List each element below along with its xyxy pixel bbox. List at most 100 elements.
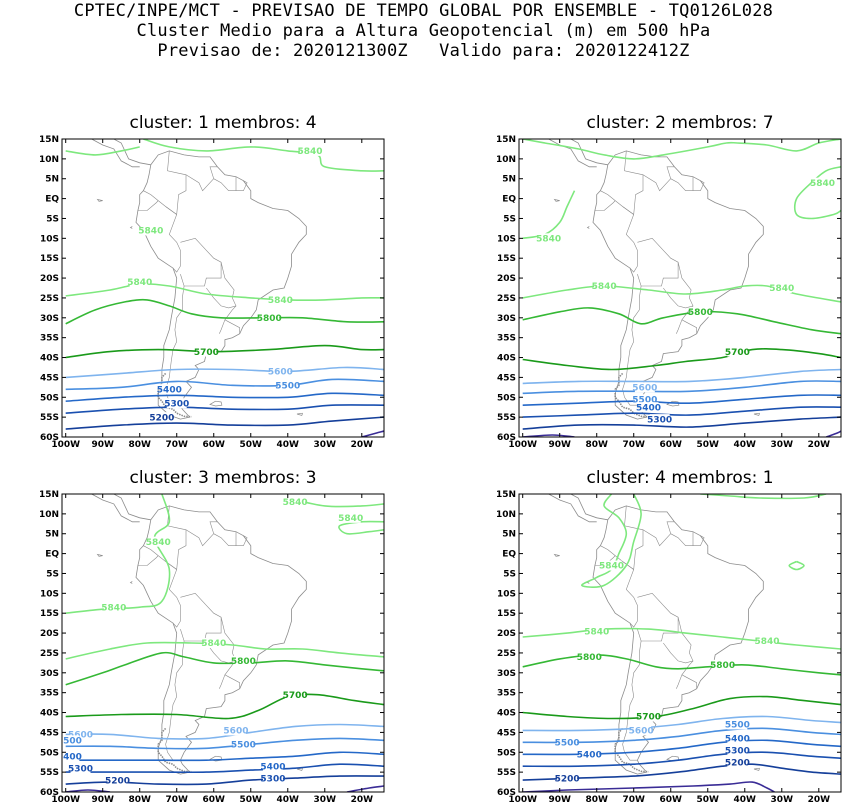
lon-label: 50W (697, 440, 720, 450)
lon-label: 90W (548, 440, 571, 450)
country-border (681, 660, 697, 689)
contour-label-bg (277, 380, 298, 391)
lat-label: 5S (46, 569, 59, 579)
contour-label-5500: 5500 (275, 382, 300, 392)
map-panel-3: 5840584058405840584058005700560055005400… (39, 490, 385, 803)
coastline-central-america (570, 139, 608, 166)
contour-label-bg (262, 761, 283, 772)
contour-label-5840: 5840 (101, 603, 126, 613)
lon-label: 100W (51, 440, 80, 450)
contour-label-5500: 5500 (555, 739, 580, 749)
contour-5500 (522, 380, 841, 395)
lat-label: 55S (40, 768, 59, 778)
lat-label: EQ (45, 195, 59, 205)
contour-label-5800: 5800 (577, 653, 602, 663)
lat-label: EQ (502, 195, 516, 205)
lat-label: EQ (502, 550, 516, 560)
contour-label-bg (140, 225, 161, 236)
lon-label: 70W (623, 795, 646, 803)
contour-5840 (143, 139, 384, 172)
contour-label-bg (70, 763, 91, 774)
coastline-central-america (570, 494, 608, 521)
contour-label-5840: 5840 (536, 235, 561, 245)
contour-label-5400: 5400 (725, 735, 750, 745)
map-frame (518, 138, 842, 438)
country-border (224, 660, 240, 689)
lat-label: 35S (40, 334, 59, 344)
contour-label-bg (62, 735, 80, 746)
contour-5400 (65, 751, 384, 762)
lat-label: 5S (46, 214, 59, 224)
contour-label-5800: 5800 (257, 314, 282, 324)
lat-label: 10S (497, 234, 516, 244)
contour-label-bg (579, 651, 600, 662)
contour-label-bg (727, 733, 748, 744)
lat-label: 25S (497, 294, 516, 304)
lat-label: 20S (497, 629, 516, 639)
lat-label: 30S (40, 669, 59, 679)
contour-label-5600: 5600 (223, 727, 248, 737)
contour-5840 (522, 190, 576, 240)
contour-label-5840: 5840 (592, 282, 617, 292)
lat-label: 5S (503, 569, 516, 579)
contour-label-bg (203, 638, 224, 648)
contour-5840 (522, 627, 841, 650)
contour-5300 (522, 751, 841, 768)
lat-label: 45S (497, 728, 516, 738)
lat-label: EQ (45, 550, 59, 560)
lon-label: 80W (585, 795, 608, 803)
lon-label: 30W (314, 795, 337, 803)
contour-label-bg (270, 366, 291, 377)
contour-label-bg (233, 655, 254, 666)
lat-label: 10S (40, 234, 59, 244)
contour-label-bg (196, 346, 217, 357)
coastline (592, 150, 764, 420)
lat-label: 15N (39, 135, 59, 145)
country-border (693, 180, 705, 191)
lat-label: 10N (496, 155, 516, 165)
map-frame (61, 493, 385, 793)
contour-label-bg (285, 689, 306, 700)
lat-label: 45S (497, 373, 516, 383)
lat-label: 30S (497, 669, 516, 679)
lat-label: 55S (497, 768, 516, 778)
contour-label-5400: 5400 (260, 762, 285, 772)
contour-5840 (788, 560, 805, 571)
country-border (693, 535, 705, 546)
contour-5840 (65, 641, 384, 660)
country-border (213, 176, 237, 191)
contour-label-5400: 5400 (577, 750, 602, 760)
lat-label: 25S (40, 649, 59, 659)
lat-label: 60S (40, 788, 59, 798)
lon-label: 70W (166, 440, 189, 450)
lon-label: 40W (734, 440, 757, 450)
contour-5700 (522, 348, 841, 371)
lat-label: 15S (497, 609, 516, 619)
country-border (165, 561, 181, 628)
contour-label-5700: 5700 (194, 348, 219, 358)
panel-title-cluster-3: cluster: 3 membros: 3 (129, 468, 317, 488)
contour-label-bg (159, 384, 180, 395)
island (666, 400, 680, 407)
contour-label-5500: 5500 (725, 721, 750, 731)
lat-label: 45S (40, 373, 59, 383)
contour-label-bg (601, 560, 622, 571)
contour-label-bg (634, 382, 655, 393)
main-title-line-1: CPTEC/INPE/MCT - PREVISAO DE TEMPO GLOBA… (73, 1, 774, 21)
contour-label-bg (70, 729, 91, 740)
contour-label-bg (340, 512, 361, 523)
contour-label-5840: 5840 (584, 627, 609, 637)
country-border (224, 305, 240, 334)
chilean-archipelago (157, 727, 192, 773)
lat-label: 15S (40, 609, 59, 619)
contour-5600 (522, 715, 841, 732)
contour-5200 (65, 416, 384, 430)
contour-label-bg (285, 496, 306, 507)
contour-5840 (65, 494, 171, 614)
contour-label-5500: 5500 (632, 395, 657, 405)
contour-5840 (793, 166, 841, 220)
island (553, 553, 560, 557)
island (296, 412, 303, 416)
lat-label: 40S (40, 709, 59, 719)
